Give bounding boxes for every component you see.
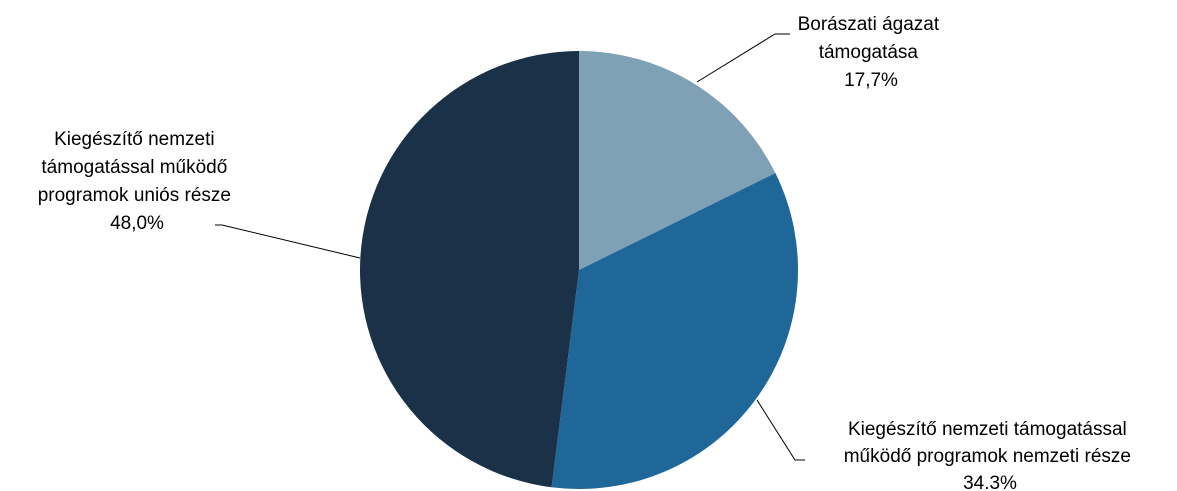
slice-label-borasz-line2: támogatása: [819, 42, 919, 63]
slice-borasz: [579, 51, 776, 270]
slice-label-unios-line3: programok uniós része: [38, 185, 231, 206]
slice-label-borasz-line1: Borászati ágazat: [798, 14, 940, 35]
slice-value-unios: 48,0%: [110, 213, 164, 234]
slice-label-unios-line2: támogatással működő: [41, 157, 227, 178]
leader-line-borasz: [696, 33, 790, 83]
slice-label-nemzeti: Kiegészítő nemzeti támogatással működő p…: [844, 419, 1137, 491]
slice-value-nemzeti: 34.3%: [963, 473, 1017, 491]
slice-label-nemzeti-line1: Kiegészítő nemzeti támogatással: [848, 419, 1127, 440]
slice-label-nemzeti-line2: működő programok nemzeti része: [844, 446, 1131, 467]
slice-unios: [359, 51, 579, 488]
slice-value-borasz: 17,7%: [844, 70, 898, 91]
leader-line-unios: [215, 224, 361, 259]
leader-line-nemzeti: [756, 399, 805, 461]
pie-slices: [359, 51, 798, 489]
slice-nemzeti: [551, 173, 798, 489]
slice-label-unios-line1: Kiegészítő nemzeti: [54, 129, 215, 150]
slice-label-borasz: Borászati ágazat támogatása 17,7%: [798, 14, 945, 91]
slice-label-unios: Kiegészítő nemzeti támogatással működő p…: [38, 129, 237, 234]
